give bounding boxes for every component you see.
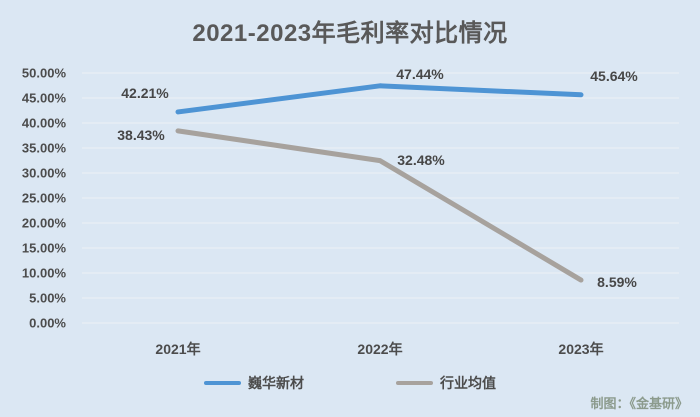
legend: 巍华新材 行业均值 xyxy=(0,371,700,395)
y-axis-tick-label: 15.00% xyxy=(21,240,66,256)
y-axis-tick-label: 50.00% xyxy=(21,65,66,81)
legend-line-swatch xyxy=(396,381,433,385)
data-label: 32.48% xyxy=(397,151,445,168)
series-line-primary xyxy=(175,83,584,115)
y-axis-tick-label: 0.00% xyxy=(29,315,66,331)
legend-label: 巍华新材 xyxy=(248,375,304,391)
data-label: 8.59% xyxy=(597,274,637,291)
credit-text: 制图：《金基研》 xyxy=(590,396,688,411)
y-axis-tick-label: 20.00% xyxy=(21,215,66,231)
x-axis-category-label: 2021年 xyxy=(155,341,201,357)
legend-label: 行业均值 xyxy=(440,375,496,391)
data-label: 47.44% xyxy=(396,65,444,82)
legend-item: 巍华新材 xyxy=(204,373,304,393)
chart-title: 2021-2023年毛利率对比情况 xyxy=(192,20,508,47)
y-axis-tick-label: 25.00% xyxy=(21,190,66,206)
legend-item: 行业均值 xyxy=(396,373,496,393)
y-axis-tick-label: 45.00% xyxy=(21,90,66,106)
x-axis-category-label: 2023年 xyxy=(558,341,604,357)
data-label: 42.21% xyxy=(121,84,169,101)
y-axis-tick-label: 5.00% xyxy=(29,290,66,306)
data-label: 45.64% xyxy=(590,67,638,84)
data-label: 38.43% xyxy=(117,126,165,143)
legend-line-swatch xyxy=(204,381,241,385)
y-axis-tick-label: 35.00% xyxy=(21,140,66,156)
y-axis-tick-label: 10.00% xyxy=(21,265,66,281)
x-axis-category-label: 2022年 xyxy=(357,341,403,357)
series-line-secondary xyxy=(175,128,584,283)
y-axis-tick-label: 40.00% xyxy=(21,115,66,131)
y-axis-tick-label: 30.00% xyxy=(21,165,66,181)
